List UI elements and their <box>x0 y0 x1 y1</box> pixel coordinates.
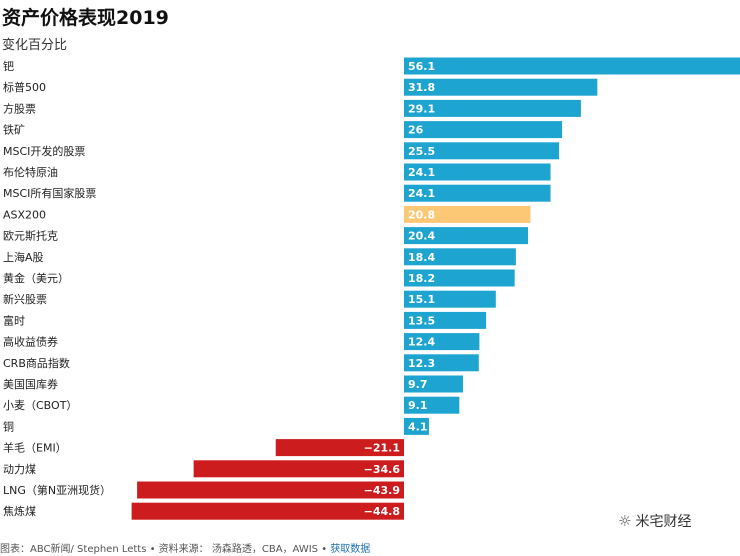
bar-chart: 钯 56.1 标普500 31.8 方股票 29.1 铁矿 26 MSCI开发的股票 25.5 布伦… <box>3 57 740 520</box>
bar <box>404 99 581 117</box>
bar <box>404 184 551 202</box>
category-label: LNG（第N亚洲现货） <box>3 483 111 497</box>
bar <box>131 502 404 520</box>
watermark-text: 米宅财经 <box>635 514 692 530</box>
value-label: 15.1 <box>408 293 435 306</box>
watermark: ☼ 米宅财经 <box>618 511 691 531</box>
category-label: 方股票 <box>3 101 36 115</box>
bar <box>404 227 529 245</box>
category-label: 铜 <box>3 419 14 433</box>
value-label: 26 <box>408 124 424 137</box>
bar <box>404 269 515 287</box>
value-label: −21.1 <box>364 442 400 455</box>
bar <box>275 439 404 457</box>
value-label: 31.8 <box>408 81 435 94</box>
bar <box>404 396 460 414</box>
category-label: MSCI开发的股票 <box>3 144 85 158</box>
category-label: 布伦特原油 <box>3 165 58 179</box>
category-label: 黄金（美元） <box>3 271 69 285</box>
value-label: 56.1 <box>408 60 435 73</box>
category-label: 上海A股 <box>3 250 44 264</box>
value-label: 20.8 <box>408 208 435 221</box>
category-label: 动力煤 <box>3 463 36 476</box>
value-label: 29.1 <box>408 102 435 115</box>
category-label: 富时 <box>3 313 25 327</box>
bar <box>404 57 740 75</box>
bar <box>404 163 551 181</box>
category-label: 焦炼煤 <box>3 504 36 518</box>
bar <box>404 78 598 96</box>
bar <box>404 311 487 329</box>
bar <box>137 481 404 499</box>
value-label: 12.4 <box>408 336 435 349</box>
value-label: 18.4 <box>408 251 435 264</box>
category-label: 美国国库券 <box>3 377 58 391</box>
bar <box>404 121 563 139</box>
value-label: 20.4 <box>408 230 435 243</box>
value-label: 9.1 <box>408 399 428 412</box>
value-label: 24.1 <box>408 166 435 179</box>
get-data-link[interactable]: 获取数据 <box>330 544 371 555</box>
chart-subtitle: 变化百分比 <box>2 38 68 53</box>
wechat-icon: ☼ <box>618 512 632 530</box>
value-label: 13.5 <box>408 314 435 327</box>
category-label: 小麦（CBOT） <box>3 399 77 412</box>
bar <box>404 142 560 160</box>
category-label: 钯 <box>3 60 14 73</box>
bar <box>404 333 480 351</box>
value-label: 25.5 <box>408 145 435 158</box>
bar <box>404 417 429 435</box>
bar <box>404 290 496 308</box>
category-label: MSCI所有国家股票 <box>3 186 96 200</box>
bar <box>404 375 463 393</box>
chart-footer: 图表：ABC新闻/ Stephen Letts • 资料来源： 汤森路透，CBA… <box>0 540 370 555</box>
category-label: 铁矿 <box>3 124 25 137</box>
category-label: 新兴股票 <box>3 292 47 306</box>
value-label: 12.3 <box>408 357 435 370</box>
category-label: 标普500 <box>3 80 46 94</box>
bar <box>404 205 531 223</box>
category-label: 羊毛（EMI） <box>3 441 67 455</box>
chart-title: 资产价格表现2019 <box>2 7 169 29</box>
bar <box>404 248 516 266</box>
value-label: −44.8 <box>364 505 400 518</box>
value-label: 18.2 <box>408 272 435 285</box>
value-label: −34.6 <box>364 463 401 476</box>
category-label: CRB商品指数 <box>3 356 70 370</box>
bar <box>404 354 479 372</box>
category-label: 高收益债券 <box>3 335 58 349</box>
source-text: 图表：ABC新闻/ Stephen Letts • 资料来源： 汤森路透，CBA… <box>0 544 331 555</box>
value-label: 9.7 <box>408 378 428 391</box>
value-label: 24.1 <box>408 187 435 200</box>
value-label: 4.1 <box>408 420 428 433</box>
category-label: ASX200 <box>3 208 46 221</box>
category-label: 欧元斯托克 <box>3 229 58 243</box>
value-label: −43.9 <box>364 484 400 497</box>
bar <box>193 460 404 478</box>
